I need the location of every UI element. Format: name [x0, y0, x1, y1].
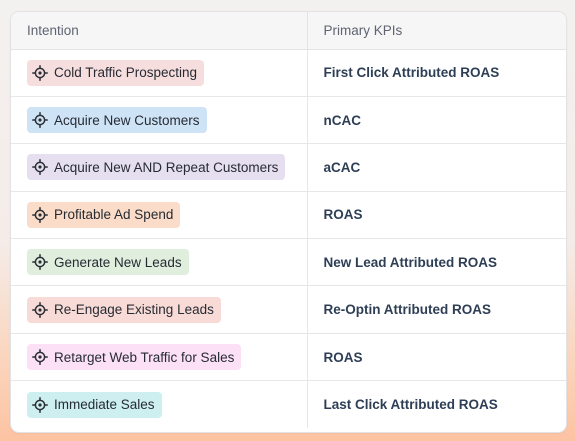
intention-cell: Profitable Ad Spend — [11, 191, 308, 240]
intention-tag[interactable]: Cold Traffic Prospecting — [27, 59, 205, 86]
intention-label: Cold Traffic Prospecting — [54, 65, 198, 81]
target-icon — [32, 206, 48, 223]
intention-tag[interactable]: Immediate Sales — [27, 391, 162, 418]
target-icon — [32, 349, 48, 365]
intention-cell: Immediate Sales — [11, 380, 308, 429]
intention-cell: Re-Engage Existing Leads — [11, 285, 308, 334]
intention-tag[interactable]: Acquire New AND Repeat Customers — [27, 154, 286, 181]
table-row[interactable]: Retarget Web Traffic for Sales ROAS — [11, 333, 566, 382]
target-icon — [32, 254, 48, 271]
intention-tag[interactable]: Generate New Leads — [27, 249, 189, 276]
table-row[interactable]: Immediate Sales Last Click Attributed ROA… — [11, 380, 566, 429]
target-icon — [32, 396, 48, 413]
primary-kpi-cell: nCAC — [307, 96, 566, 145]
primary-kpi-cell: Last Click Attributed ROAS — [323, 397, 498, 413]
intentions-table: Intention Primary KPIs Cold Traffic Pros… — [11, 12, 566, 429]
primary-kpi-cell: ROAS — [307, 333, 566, 382]
column-header-intention[interactable]: Intention — [11, 12, 308, 50]
intention-tag[interactable]: Re-Engage Existing Leads — [27, 296, 221, 323]
intention-tag[interactable]: Acquire New Customers — [27, 107, 207, 134]
primary-kpi-cell: aCAC — [307, 143, 566, 192]
intention-label: Acquire New Customers — [54, 112, 200, 128]
table-row[interactable]: Acquire New AND Repeat Customers aCAC — [11, 143, 566, 192]
intentions-table-card: Intention Primary KPIs Cold Traffic Pros… — [10, 11, 567, 433]
intention-cell: Generate New Leads — [11, 238, 308, 287]
target-icon — [32, 112, 48, 129]
table-row[interactable]: Re-Engage Existing Leads Re-Optin Attribu… — [11, 285, 566, 334]
table-row[interactable]: Acquire New Customers nCAC — [11, 96, 566, 145]
intention-label: Profitable Ad Spend — [54, 207, 174, 223]
intention-label: Re-Engage Existing Leads — [54, 302, 214, 318]
intention-tag[interactable]: Retarget Web Traffic for Sales — [27, 344, 242, 371]
intention-label: Retarget Web Traffic for Sales — [54, 349, 235, 365]
intention-label: Acquire New AND Repeat Customers — [54, 159, 279, 175]
table-row[interactable]: Profitable Ad Spend ROAS — [11, 191, 566, 240]
intention-cell: Acquire New Customers — [11, 96, 308, 145]
primary-kpi-cell: ROAS — [307, 191, 566, 240]
intention-cell: Cold Traffic Prospecting — [11, 49, 308, 97]
intention-tag[interactable]: Profitable Ad Spend — [27, 201, 181, 228]
intention-cell: Retarget Web Traffic for Sales — [11, 333, 308, 382]
primary-kpi-cell: Re-Optin Attributed ROAS — [307, 285, 566, 334]
intention-label: Immediate Sales — [54, 397, 155, 413]
primary-kpi-cell: First Click Attributed ROAS — [307, 49, 566, 97]
column-header-primary-kpis[interactable]: Primary KPIs — [307, 12, 566, 50]
target-icon — [32, 301, 48, 318]
target-icon — [32, 64, 48, 81]
intention-cell: Acquire New AND Repeat Customers — [11, 143, 308, 192]
target-icon — [32, 159, 48, 176]
intention-label: Generate New Leads — [54, 254, 182, 270]
table-header-row: Intention Primary KPIs — [11, 12, 566, 50]
table-row[interactable]: Cold Traffic Prospecting First Click Attr… — [11, 49, 566, 97]
table-row[interactable]: Generate New Leads New Lead Attributed RO… — [11, 238, 566, 287]
primary-kpi-cell: New Lead Attributed ROAS — [307, 238, 566, 287]
